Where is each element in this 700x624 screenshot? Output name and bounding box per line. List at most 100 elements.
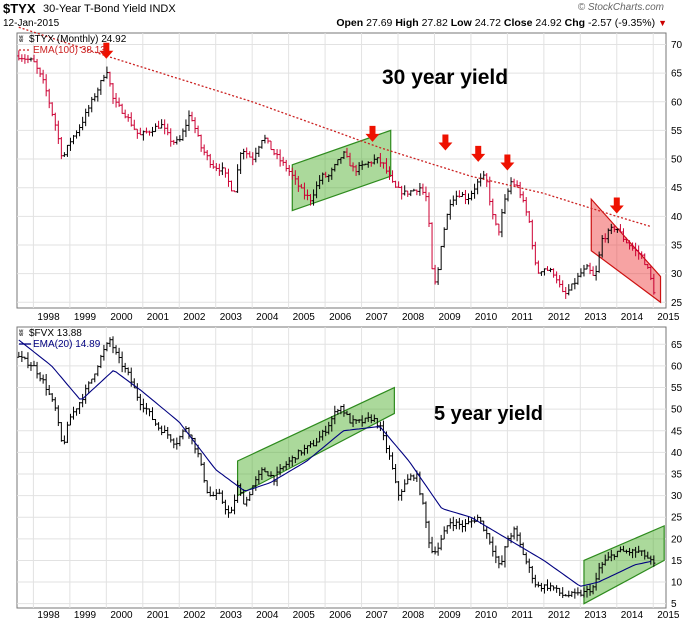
price-bar xyxy=(454,190,458,205)
price-bar xyxy=(412,188,416,192)
price-bar xyxy=(181,128,185,141)
price-bar xyxy=(345,147,349,158)
price-bar xyxy=(141,130,145,141)
price-bar xyxy=(643,549,647,560)
price-bar xyxy=(445,213,449,230)
price-bar xyxy=(573,278,577,290)
y-tick-label: 60 xyxy=(671,361,683,372)
x-tick-label: 2011 xyxy=(511,610,533,621)
symbol-title: $TYX xyxy=(3,1,36,16)
price-bar xyxy=(400,185,404,200)
price-bar xyxy=(418,182,422,196)
price-bar xyxy=(269,140,273,151)
price-bar xyxy=(87,381,91,393)
price-bar xyxy=(311,439,316,447)
price-bar xyxy=(363,163,367,166)
price-bar xyxy=(345,410,349,416)
price-bar xyxy=(114,345,118,355)
price-bar xyxy=(378,152,382,167)
price-bar xyxy=(433,264,437,285)
price-bar xyxy=(472,183,477,199)
ohlc-readout: Open 27.69 High 27.82 Low 24.72 Close 24… xyxy=(336,17,667,29)
y-tick-label: 45 xyxy=(671,426,683,437)
price-bar xyxy=(518,181,522,199)
price-bar xyxy=(615,550,619,558)
price-bar xyxy=(275,466,279,487)
price-bar xyxy=(348,412,352,424)
price-bar xyxy=(132,119,136,130)
price-bar xyxy=(643,253,647,266)
price-bar xyxy=(354,164,358,176)
price-bar xyxy=(637,245,641,260)
price-bar xyxy=(527,210,531,223)
price-bar xyxy=(527,558,531,573)
price-bar xyxy=(497,223,501,236)
price-bar xyxy=(242,148,246,160)
price-bar xyxy=(281,466,285,471)
price-bar xyxy=(220,162,224,176)
price-bar xyxy=(524,552,528,565)
price-bar xyxy=(68,137,73,151)
price-bar xyxy=(409,190,413,197)
red-arrow-icon xyxy=(99,42,114,59)
price-bar xyxy=(342,151,346,159)
price-bar xyxy=(196,125,200,137)
x-tick-label: 2014 xyxy=(621,610,644,621)
price-bar xyxy=(558,587,562,596)
price-bar xyxy=(330,416,334,432)
price-bar xyxy=(62,152,66,157)
price-bar xyxy=(600,235,604,258)
price-bar xyxy=(81,393,85,408)
price-bar xyxy=(512,178,516,187)
price-bar xyxy=(23,356,27,360)
price-bar xyxy=(630,242,635,251)
price-bar xyxy=(542,584,547,594)
price-bar xyxy=(193,437,197,454)
price-bar xyxy=(330,167,334,180)
x-tick-label: 2003 xyxy=(220,610,243,621)
price-bar xyxy=(372,154,376,165)
price-bar xyxy=(205,150,209,161)
x-tick-label: 1999 xyxy=(74,610,97,621)
price-bar xyxy=(436,542,440,556)
price-bar xyxy=(296,449,300,460)
price-bar xyxy=(463,519,468,532)
price-bar xyxy=(123,362,127,373)
price-bar xyxy=(327,174,331,183)
price-bar xyxy=(132,378,136,389)
price-bar xyxy=(342,404,346,417)
price-bar xyxy=(175,437,179,450)
price-bar xyxy=(245,496,249,507)
chg-label: Chg xyxy=(564,17,586,29)
x-tick-label: 2007 xyxy=(366,312,389,323)
price-bar xyxy=(542,268,547,276)
price-bar xyxy=(305,189,310,201)
chg-value: -2.57 (-9.35%) xyxy=(587,17,656,29)
price-bar xyxy=(579,268,583,278)
price-bar xyxy=(564,287,568,299)
y-tick-label: 40 xyxy=(671,212,683,223)
price-bar xyxy=(178,135,182,142)
y-tick-label: 35 xyxy=(671,240,683,251)
x-tick-label: 2015 xyxy=(657,610,680,621)
price-bar xyxy=(302,444,307,456)
open-value: 27.69 xyxy=(366,17,393,29)
price-bar xyxy=(50,393,54,402)
price-bar xyxy=(585,585,589,598)
price-bar xyxy=(627,240,632,250)
price-bar xyxy=(609,223,613,235)
price-bar xyxy=(387,166,392,180)
price-bar xyxy=(120,351,124,373)
price-bar xyxy=(126,113,130,122)
price-bar xyxy=(445,525,449,534)
price-bar xyxy=(160,425,164,436)
red-channel xyxy=(590,197,662,304)
price-bar xyxy=(90,378,94,384)
price-bar xyxy=(220,490,224,504)
green-channel xyxy=(583,524,665,605)
price-bar xyxy=(360,160,364,170)
price-bar xyxy=(74,130,79,139)
price-bar xyxy=(135,128,139,139)
price-bar xyxy=(272,149,276,156)
price-bar xyxy=(424,186,428,202)
